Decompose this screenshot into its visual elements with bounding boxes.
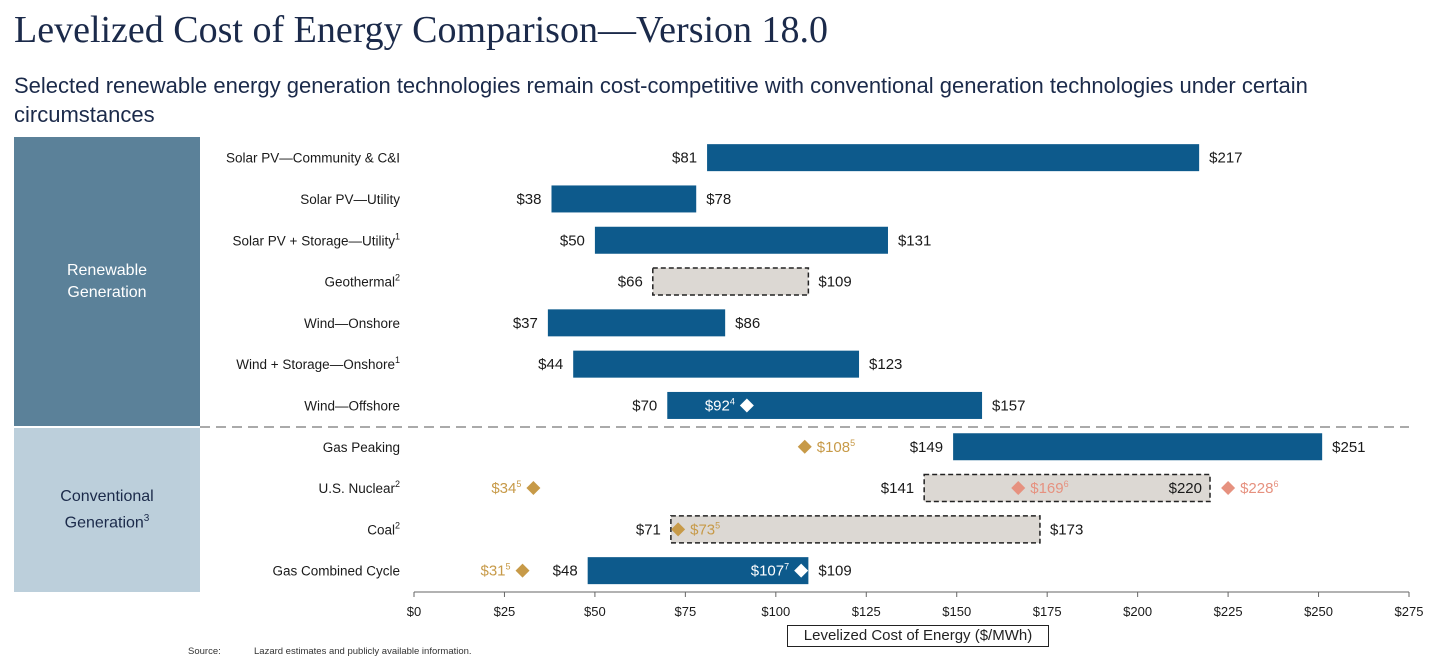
x-tick-label: $0 xyxy=(407,604,421,619)
high-value-label: $123 xyxy=(869,356,902,373)
group-conventional-generation: Conventional Generation3 xyxy=(14,428,200,592)
low-value-label: $48 xyxy=(553,563,578,580)
range-bar xyxy=(667,391,983,419)
range-bar-uncertain xyxy=(670,515,1041,544)
high-value-label: $251 xyxy=(1332,439,1365,456)
high-value-label: $109 xyxy=(818,274,851,291)
low-value-label: $66 xyxy=(618,274,643,291)
category-label: Coal2 xyxy=(367,520,400,537)
category-label: Solar PV + Storage—Utility1 xyxy=(233,231,400,248)
marker-diamond xyxy=(739,398,754,413)
range-bar xyxy=(573,350,860,378)
low-value-label: $71 xyxy=(636,521,661,538)
range-bar xyxy=(547,309,726,337)
low-value-label: $50 xyxy=(560,232,585,249)
marker-label: $315 xyxy=(480,562,510,580)
marker-diamond xyxy=(671,522,686,537)
high-value-label: $217 xyxy=(1209,150,1242,167)
high-value-label: $109 xyxy=(818,563,851,580)
range-bar xyxy=(551,185,697,213)
high-value-label: $157 xyxy=(992,397,1025,414)
marker-diamond xyxy=(797,439,812,454)
x-tick-label: $75 xyxy=(675,604,697,619)
group-label-line2: Generation xyxy=(67,283,147,301)
x-tick-label: $200 xyxy=(1123,604,1152,619)
marker-label: $735 xyxy=(690,520,720,538)
marker-diamond xyxy=(515,563,530,578)
category-label: Solar PV—Community & C&I xyxy=(226,151,400,166)
x-tick-label: $250 xyxy=(1304,604,1333,619)
range-bar xyxy=(953,433,1323,461)
category-label: Wind + Storage—Onshore1 xyxy=(236,355,400,372)
group-label-line1: Renewable xyxy=(66,261,148,279)
x-tick-label: $175 xyxy=(1033,604,1062,619)
marker-label: $1085 xyxy=(817,438,855,456)
category-label: Wind—Onshore xyxy=(304,316,400,331)
source-label: Source: xyxy=(188,646,221,657)
x-tick-label: $125 xyxy=(852,604,881,619)
group-label-line1: Conventional xyxy=(60,487,154,505)
category-label: Geothermal2 xyxy=(324,273,400,290)
low-value-label: $70 xyxy=(632,397,657,414)
category-label: Gas Combined Cycle xyxy=(272,564,400,579)
category-label: Wind—Offshore xyxy=(304,398,400,413)
group-footnote: 3 xyxy=(143,512,150,524)
group-renewable-generation: Renewable Generation xyxy=(14,137,200,426)
low-value-label: $38 xyxy=(516,191,541,208)
page-title: Levelized Cost of Energy Comparison—Vers… xyxy=(14,9,829,51)
range-bar xyxy=(707,144,1200,172)
marker-label: $1077 xyxy=(751,562,789,580)
category-label: Gas Peaking xyxy=(323,440,400,455)
marker-label: $345 xyxy=(491,479,521,497)
marker-diamond xyxy=(794,563,809,578)
marker-diamond xyxy=(1011,481,1026,496)
range-bar xyxy=(587,557,809,585)
x-tick-label: $275 xyxy=(1395,604,1424,619)
x-tick-label: $50 xyxy=(584,604,606,619)
page-subtitle: Selected renewable energy generation tec… xyxy=(14,73,1308,127)
x-tick-label: $225 xyxy=(1214,604,1243,619)
range-bar-uncertain xyxy=(652,267,810,296)
x-tick-label: $100 xyxy=(761,604,790,619)
marker-label: $2286 xyxy=(1240,479,1278,497)
category-label: Solar PV—Utility xyxy=(300,192,400,207)
low-value-label: $149 xyxy=(910,439,943,456)
source-text: Lazard estimates and publicly available … xyxy=(254,646,472,657)
low-value-label: $44 xyxy=(538,356,563,373)
x-tick-label: $25 xyxy=(494,604,516,619)
x-tick-label: $150 xyxy=(942,604,971,619)
high-value-label: $220 xyxy=(1169,480,1202,497)
high-value-label: $131 xyxy=(898,232,931,249)
range-bar-uncertain xyxy=(923,473,1211,503)
high-value-label: $173 xyxy=(1050,521,1083,538)
group-label-line2: Generation xyxy=(64,514,144,532)
marker-diamond xyxy=(1221,481,1236,496)
marker-diamond xyxy=(526,481,541,496)
low-value-label: $141 xyxy=(881,480,914,497)
x-axis-title: Levelized Cost of Energy ($/MWh) xyxy=(787,625,1049,647)
marker-label: $1696 xyxy=(1030,479,1068,497)
high-value-label: $78 xyxy=(706,191,731,208)
category-label: U.S. Nuclear2 xyxy=(318,479,400,496)
range-bar xyxy=(594,226,888,254)
source-note: Source: Lazard estimates and publicly ava… xyxy=(188,646,472,657)
marker-label: $924 xyxy=(705,396,735,414)
high-value-label: $86 xyxy=(735,315,760,332)
low-value-label: $37 xyxy=(513,315,538,332)
low-value-label: $81 xyxy=(672,150,697,167)
